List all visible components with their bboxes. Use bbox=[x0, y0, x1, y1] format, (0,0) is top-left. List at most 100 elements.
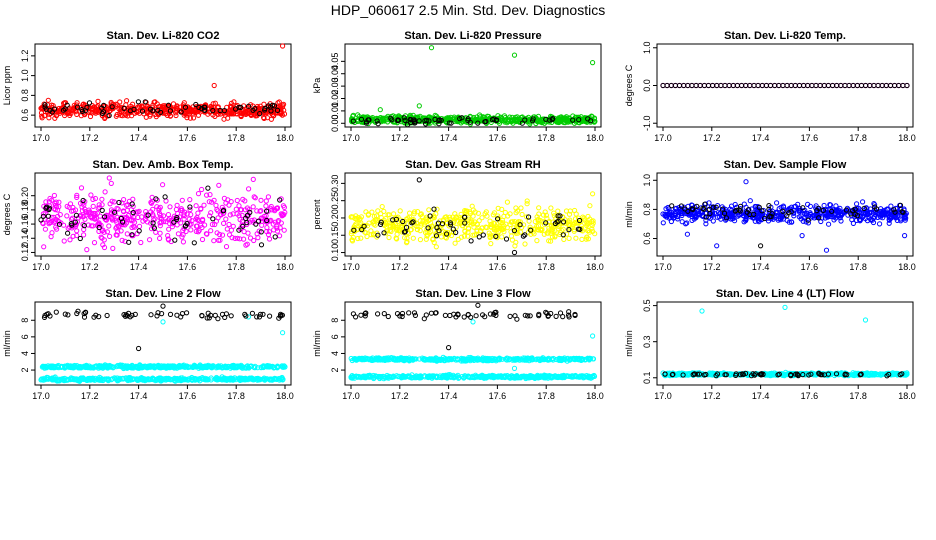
data-point bbox=[240, 196, 246, 202]
data-point bbox=[74, 228, 80, 234]
data-point bbox=[221, 220, 227, 226]
data-point bbox=[660, 220, 666, 226]
data-point bbox=[166, 226, 172, 232]
data-point bbox=[249, 310, 255, 316]
data-point bbox=[42, 104, 48, 110]
data-point bbox=[767, 82, 774, 89]
x-tick-label: 18.0 bbox=[586, 262, 604, 272]
x-tick-label: 17.0 bbox=[342, 391, 360, 401]
x-tick-label: 17.8 bbox=[537, 133, 555, 143]
data-point bbox=[230, 223, 236, 229]
data-point bbox=[503, 236, 510, 242]
data-point bbox=[187, 207, 193, 213]
y-tick-label: 8 bbox=[20, 318, 30, 323]
data-point bbox=[259, 222, 265, 228]
data-point bbox=[555, 208, 561, 214]
data-point bbox=[268, 108, 274, 114]
data-point bbox=[374, 118, 380, 124]
data-point bbox=[99, 207, 105, 213]
data-point bbox=[167, 113, 173, 119]
series-2 bbox=[660, 82, 910, 89]
data-point bbox=[118, 104, 124, 110]
x-tick-label: 17.2 bbox=[391, 391, 409, 401]
data-point bbox=[416, 118, 422, 124]
data-point bbox=[223, 244, 230, 250]
data-point bbox=[221, 116, 227, 122]
data-point bbox=[809, 82, 815, 89]
x-tick-label: 17.0 bbox=[342, 262, 360, 272]
data-point bbox=[549, 117, 555, 123]
data-point bbox=[825, 82, 832, 89]
data-point bbox=[274, 107, 281, 114]
data-point bbox=[208, 210, 214, 216]
data-point bbox=[207, 213, 213, 219]
data-point bbox=[151, 99, 157, 105]
data-point bbox=[174, 222, 180, 228]
series-1 bbox=[39, 362, 288, 372]
y-axis-label: percent bbox=[312, 199, 322, 230]
outlier-point bbox=[106, 175, 112, 181]
y-tick-label: 0.02 bbox=[330, 90, 340, 108]
data-point bbox=[99, 110, 106, 117]
data-point bbox=[154, 204, 160, 210]
x-tick-label: 17.4 bbox=[130, 391, 148, 401]
data-point bbox=[252, 195, 258, 201]
data-point bbox=[271, 108, 278, 114]
data-point bbox=[246, 103, 252, 109]
outlier-point bbox=[511, 249, 518, 256]
data-point bbox=[53, 112, 59, 118]
data-point bbox=[162, 194, 168, 200]
data-point bbox=[442, 312, 448, 318]
data-point bbox=[281, 227, 287, 233]
x-tick-label: 18.0 bbox=[276, 391, 294, 401]
data-point bbox=[216, 182, 222, 188]
data-point bbox=[199, 236, 206, 243]
data-point bbox=[499, 234, 505, 240]
x-tick-label: 17.6 bbox=[179, 133, 197, 143]
data-point bbox=[842, 82, 848, 89]
data-point bbox=[174, 104, 180, 110]
x-tick-label: 17.2 bbox=[703, 133, 721, 143]
data-point bbox=[436, 121, 442, 127]
data-point bbox=[42, 102, 48, 108]
data-point bbox=[379, 204, 385, 210]
outlier-point bbox=[416, 103, 422, 109]
y-axis-label: kPa bbox=[312, 78, 322, 94]
x-tick-label: 17.8 bbox=[849, 133, 867, 143]
data-point bbox=[562, 117, 568, 124]
data-point bbox=[212, 221, 218, 228]
data-point bbox=[46, 115, 52, 121]
outlier-point bbox=[250, 176, 256, 182]
y-axis-label: ml/min bbox=[2, 330, 12, 357]
x-tick-label: 17.4 bbox=[752, 262, 770, 272]
data-point bbox=[417, 237, 423, 243]
y-tick-label: 0.16 bbox=[20, 215, 30, 233]
data-point bbox=[262, 105, 268, 112]
data-point bbox=[350, 112, 356, 118]
data-point bbox=[381, 311, 387, 317]
data-point bbox=[160, 182, 166, 188]
data-point bbox=[386, 234, 392, 241]
y-tick-label: 1.0 bbox=[642, 42, 652, 55]
data-point bbox=[136, 208, 142, 214]
x-tick-label: 17.4 bbox=[440, 391, 458, 401]
data-point bbox=[465, 117, 471, 124]
data-point bbox=[860, 199, 866, 205]
data-point bbox=[194, 223, 200, 229]
data-point bbox=[53, 309, 59, 315]
x-tick-label: 17.2 bbox=[81, 133, 99, 143]
data-point bbox=[375, 208, 381, 214]
outlier-point bbox=[136, 345, 142, 352]
data-point bbox=[235, 235, 241, 241]
data-point bbox=[854, 201, 860, 207]
data-point bbox=[108, 180, 114, 186]
data-point bbox=[60, 107, 67, 113]
data-point bbox=[388, 115, 394, 121]
data-point bbox=[39, 115, 45, 121]
data-point bbox=[219, 232, 226, 238]
data-point bbox=[187, 204, 193, 210]
data-point bbox=[714, 82, 720, 89]
y-tick-label: 0.6 bbox=[20, 109, 30, 122]
panel-title: Stan. Dev. Li-820 Pressure bbox=[404, 30, 541, 42]
